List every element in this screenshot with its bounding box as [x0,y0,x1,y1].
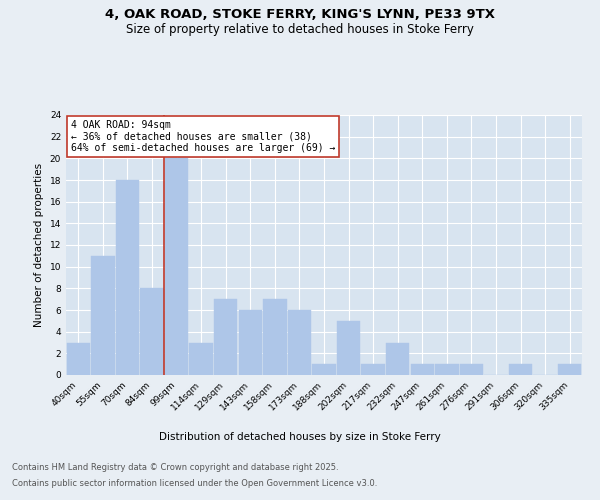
Bar [337,321,360,375]
Bar [288,310,311,375]
Bar [386,342,409,375]
Bar [263,299,287,375]
Text: Contains public sector information licensed under the Open Government Licence v3: Contains public sector information licen… [12,478,377,488]
Bar [361,364,385,375]
Bar [239,310,262,375]
Bar [313,364,335,375]
Text: Distribution of detached houses by size in Stoke Ferry: Distribution of detached houses by size … [159,432,441,442]
Bar [410,364,434,375]
Bar [460,364,483,375]
Bar [214,299,238,375]
Text: Contains HM Land Registry data © Crown copyright and database right 2025.: Contains HM Land Registry data © Crown c… [12,464,338,472]
Bar [91,256,115,375]
Bar [190,342,213,375]
Bar [165,158,188,375]
Y-axis label: Number of detached properties: Number of detached properties [34,163,44,327]
Bar [558,364,581,375]
Bar [67,342,90,375]
Bar [509,364,532,375]
Bar [116,180,139,375]
Text: 4 OAK ROAD: 94sqm
← 36% of detached houses are smaller (38)
64% of semi-detached: 4 OAK ROAD: 94sqm ← 36% of detached hous… [71,120,335,154]
Text: Size of property relative to detached houses in Stoke Ferry: Size of property relative to detached ho… [126,22,474,36]
Bar [140,288,164,375]
Text: 4, OAK ROAD, STOKE FERRY, KING'S LYNN, PE33 9TX: 4, OAK ROAD, STOKE FERRY, KING'S LYNN, P… [105,8,495,20]
Bar [435,364,458,375]
